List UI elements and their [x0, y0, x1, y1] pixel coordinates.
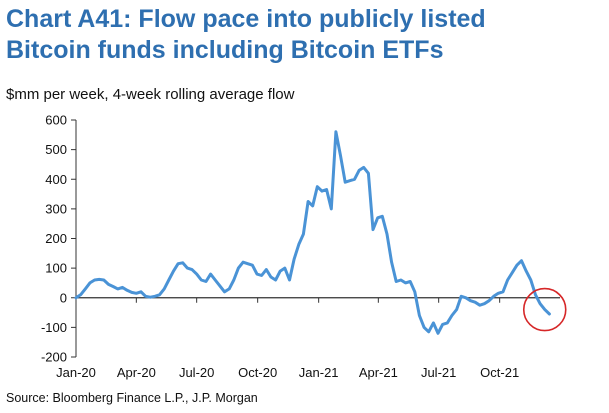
series-layer — [74, 130, 551, 335]
y-tick-label: -100 — [41, 320, 67, 335]
chart-title: Chart A41: Flow pace into publicly liste… — [6, 4, 606, 66]
y-tick-label: -200 — [41, 350, 67, 365]
x-tick-label: Oct-21 — [480, 365, 519, 380]
y-tick-label: 600 — [45, 113, 67, 128]
y-tick-label: 300 — [45, 201, 67, 216]
y-tick-label: 100 — [45, 261, 67, 276]
chart-subtitle: $mm per week, 4-week rolling average flo… — [6, 86, 295, 103]
x-tick-label: Oct-20 — [238, 365, 277, 380]
series-line — [74, 130, 551, 335]
annotation-layer — [522, 287, 567, 332]
source-note: Source: Bloomberg Finance L.P., J.P. Mor… — [6, 391, 258, 405]
x-tick-label: Jul-20 — [179, 365, 214, 380]
x-tick-label: Jan-21 — [299, 365, 339, 380]
chart-title-line-1: Chart A41: Flow pace into publicly liste… — [6, 5, 486, 33]
chart-title-line-2: Bitcoin funds including Bitcoin ETFs — [6, 36, 444, 64]
y-tick-label: 200 — [45, 231, 67, 246]
highlight-circle — [522, 287, 567, 332]
y-tick-label: 500 — [45, 142, 67, 157]
y-tick-label: 400 — [45, 172, 67, 187]
x-tick-label: Jan-20 — [56, 365, 96, 380]
x-tick-label: Apr-21 — [359, 365, 398, 380]
y-axis: 600 500 400 300 200 100 0 -100 -200 — [41, 113, 77, 365]
x-tick-label: Jul-21 — [421, 365, 456, 380]
y-tick-label: 0 — [60, 290, 67, 305]
x-axis: Jan-20 Apr-20 Jul-20 Oct-20 Jan-21 Apr-21 Jul-… — [56, 297, 560, 380]
x-tick-label: Apr-20 — [117, 365, 156, 380]
